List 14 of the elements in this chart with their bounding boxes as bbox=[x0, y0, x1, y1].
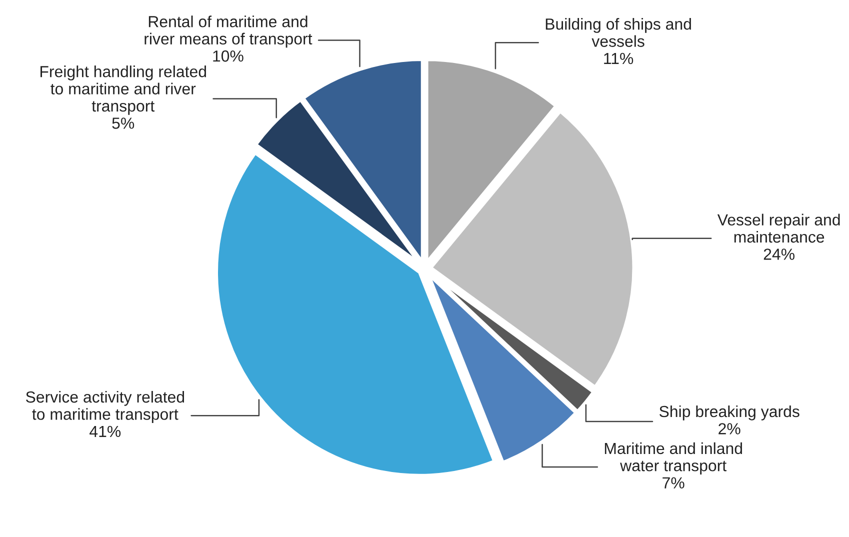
data-label: 10% bbox=[213, 50, 244, 62]
data-label: 7% bbox=[662, 477, 684, 488]
data-label: 24% bbox=[764, 248, 794, 260]
slice-label: Service activity related to maritime transport bbox=[26, 390, 184, 424]
data-label: 2% bbox=[718, 423, 740, 434]
slice-label: Ship breaking yards bbox=[659, 405, 800, 420]
data-label: 5% bbox=[112, 118, 134, 129]
slice-label: Building of ships and vessels bbox=[546, 18, 691, 47]
slice-label: Maritime and inland water transport bbox=[604, 442, 742, 474]
slice-label: Rental of maritime and river means of transport bbox=[144, 16, 312, 48]
data-label: 41% bbox=[90, 426, 121, 438]
data-label: 11% bbox=[604, 52, 634, 64]
slice-label: Vessel repair and maintenance bbox=[717, 214, 840, 243]
slice-label: Freight handling related to maritime and river transport bbox=[40, 66, 206, 115]
